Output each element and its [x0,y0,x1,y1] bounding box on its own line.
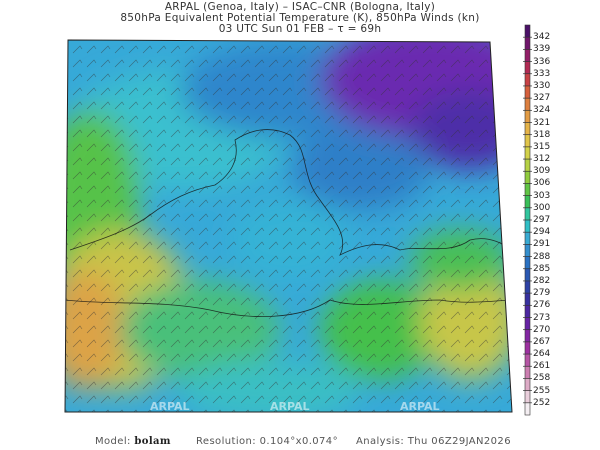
colorbar-segment [525,98,530,111]
colorbar-segment [525,329,530,343]
colorbar-label: 285 [533,263,551,274]
colorbar-label: 315 [533,141,551,152]
title-line-1: ARPAL (Genoa, Italy) – ISAC–CNR (Bologna… [164,1,436,13]
colorbar-segment [525,220,530,233]
colorbar-segment [525,305,530,318]
colorbar-label: 339 [533,44,551,55]
map-field: ARPAL ARPAL ARPAL [65,40,512,413]
watermark: ARPAL [150,400,190,413]
colorbar-segment [525,244,530,258]
colorbar-label: 261 [533,361,551,372]
colorbar-segment [525,354,530,367]
model-value: bolam [134,436,171,447]
colorbar-label: 318 [533,129,551,140]
colorbar-label: 312 [533,154,551,165]
colorbar-segment [525,232,530,245]
coastline [65,129,512,317]
colorbar-label: 270 [533,324,551,335]
map-border [64,39,513,413]
model-label: Model: [95,436,131,447]
colorbar-label: 303 [533,190,551,201]
colorbar-label: 264 [533,349,551,360]
colorbar-label: 252 [533,397,551,408]
colorbar-segment [525,280,530,294]
colorbar-label: 255 [533,385,551,396]
colorbar-label: 327 [533,93,551,104]
colorbar-label: 297 [533,215,551,225]
colorbar-label: 288 [533,251,551,262]
colorbar-segment [525,146,530,160]
colorbar-label: 300 [533,202,551,213]
colorbar-label: 324 [533,105,551,116]
colorbar-segment [525,341,530,355]
colorbar-label: 267 [533,336,551,347]
model-info: Model: bolam [95,436,171,447]
colorbar-segment [525,25,530,38]
colorbar [523,24,532,416]
colorbar-label: 294 [533,227,551,238]
colorbar-segment [525,366,530,379]
colorbar-label: 333 [533,68,551,79]
colorbar-segment [525,183,530,197]
colorbar-label: 282 [533,275,551,286]
colorbar-label: 276 [533,300,551,311]
colorbar-segment [525,207,530,221]
colorbar-segment [525,37,530,50]
colorbar-label: 258 [533,373,551,384]
colorbar-segment [525,122,530,136]
colorbar-segment [525,293,530,306]
colorbar-segment [525,390,530,404]
colorbar-segment [525,49,530,63]
colorbar-label: 273 [533,312,551,323]
resolution: Resolution: 0.104°x0.074° [196,436,338,447]
colorbar-segment [525,171,530,184]
colorbar-segment [525,85,530,99]
colorbar-label: 321 [533,117,551,128]
colorbar-label: 279 [533,288,551,299]
colorbar-segment [525,159,530,172]
colorbar-segment [525,317,530,331]
colorbar-segment [525,61,530,75]
watermark: ARPAL [270,400,310,413]
watermark: ARPAL [400,400,440,413]
colorbar-label: 309 [533,166,551,177]
colorbar-segment [525,378,530,392]
colorbar-label: 336 [533,56,551,67]
colorbar-label: 330 [533,80,551,91]
analysis-time: Analysis: Thu 06Z29JAN2026 [356,436,511,447]
colorbar-segment [525,195,530,209]
colorbar-segment [525,268,530,282]
colorbar-segment [525,73,530,87]
colorbar-segment [525,256,530,270]
colorbar-segment [525,402,530,416]
colorbar-segment [525,110,530,123]
colorbar-label: 306 [533,178,551,189]
title-line-3: 03 UTC Sun 01 FEB – τ = 69h [218,23,382,35]
title-line-2: 850hPa Equivalent Potential Temperature … [120,12,480,24]
colorbar-label: 342 [533,32,551,43]
colorbar-segment [525,134,530,148]
colorbar-label: 291 [533,239,551,250]
